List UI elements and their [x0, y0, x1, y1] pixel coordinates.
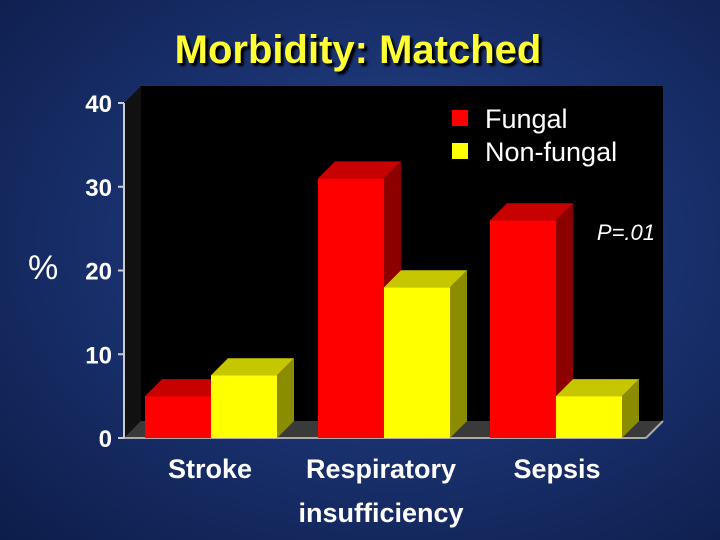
bar-fungal-1 — [318, 178, 384, 438]
bar-non-fungal-0-side — [277, 358, 294, 438]
bar-non-fungal-2-top — [556, 379, 639, 397]
bar-non-fungal-0-top — [211, 358, 294, 376]
y-axis-label: % — [28, 249, 58, 287]
floor-edge — [645, 420, 664, 439]
bar-non-fungal-1-top — [384, 270, 467, 288]
bar-fungal-2-side — [556, 203, 573, 438]
legend-swatch-fungal — [452, 110, 468, 126]
y-tick-label: 10 — [85, 342, 112, 369]
y-tick-label: 40 — [85, 91, 112, 118]
legend-label: Non-fungal — [485, 137, 617, 167]
p-value-annotation: P=.01 — [597, 220, 655, 245]
x-tick-label: Respiratory — [306, 454, 456, 484]
bar-fungal-2-top — [490, 203, 573, 221]
plot-side-wall — [124, 86, 141, 438]
bar-fungal-2 — [490, 220, 556, 438]
x-tick-label: Stroke — [168, 454, 252, 484]
bar-non-fungal-2 — [556, 396, 622, 438]
bar-fungal-1-top — [318, 161, 401, 179]
y-tick-label: 0 — [99, 426, 112, 453]
bar-fungal-0 — [145, 396, 211, 438]
bar-non-fungal-1-side — [450, 270, 467, 438]
x-tick-label: insufficiency — [298, 498, 463, 528]
legend-label: Fungal — [485, 104, 568, 134]
bar-fungal-0-top — [145, 379, 228, 397]
y-tick-label: 20 — [85, 259, 112, 286]
bar-non-fungal-1 — [384, 287, 450, 438]
chart-title: Morbidity: Matched — [174, 28, 542, 72]
x-tick-label: Sepsis — [513, 454, 600, 484]
bar-non-fungal-0 — [211, 375, 277, 438]
y-tick-label: 30 — [85, 175, 112, 202]
bar-non-fungal-2-side — [622, 379, 639, 438]
legend-swatch-non-fungal — [452, 143, 468, 159]
